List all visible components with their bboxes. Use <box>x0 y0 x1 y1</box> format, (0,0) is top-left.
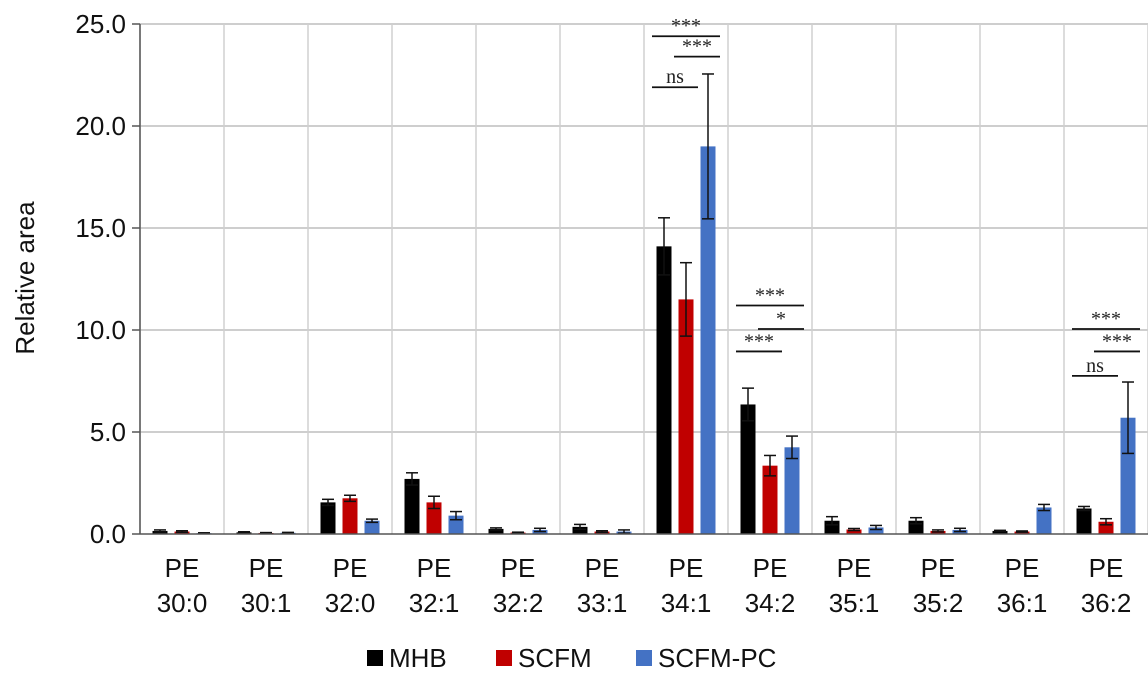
x-tick-label: PE 32:0 <box>325 553 376 618</box>
y-tick-label: 15.0 <box>75 213 126 243</box>
bar <box>488 528 504 534</box>
bar <box>656 246 672 535</box>
significance-label: *** <box>755 285 785 307</box>
bar <box>572 526 588 534</box>
legend-label: MHB <box>389 643 447 673</box>
x-tick-label: PE 36:2 <box>1081 553 1132 618</box>
legend-label: SCFM-PC <box>658 643 776 673</box>
y-tick-label: 5.0 <box>90 417 126 447</box>
bar <box>784 447 800 534</box>
legend-swatch <box>636 650 652 666</box>
bar <box>846 529 862 534</box>
bar <box>320 502 336 534</box>
bar <box>824 520 840 534</box>
x-tick-label: PE 35:2 <box>913 553 964 618</box>
x-tick-label: PE 30:0 <box>157 553 208 618</box>
grid <box>139 23 1148 534</box>
bar <box>992 530 1008 534</box>
legend-swatch <box>496 650 512 666</box>
significance-label: ns <box>1086 355 1104 377</box>
bar <box>868 527 884 534</box>
significance-label: * <box>776 308 786 330</box>
bar <box>404 478 420 534</box>
x-tick-label: PE 34:2 <box>745 553 796 618</box>
significance-label: *** <box>682 36 712 58</box>
x-tick-label: PE 32:2 <box>493 553 544 618</box>
significance-annotations: ******ns*************ns <box>652 15 1140 377</box>
bar <box>1036 507 1052 534</box>
legend-label: SCFM <box>518 643 592 673</box>
x-tick-label: PE 35:1 <box>829 553 880 618</box>
legend-swatch <box>367 650 383 666</box>
axes: 0.0 5.0 10.0 15.0 20.0 25.0 PE 30:0 PE 30:1 PE 32:0… <box>75 9 1148 618</box>
x-tick-label: PE 33:1 <box>577 553 628 618</box>
significance-label: ns <box>666 66 684 88</box>
bar <box>1120 417 1136 534</box>
y-tick-label: 0.0 <box>90 519 126 549</box>
y-tick-label: 20.0 <box>75 111 126 141</box>
x-tick-label: PE 32:1 <box>409 553 460 618</box>
significance-label: *** <box>671 15 701 37</box>
y-tick-label: 10.0 <box>75 315 126 345</box>
bar <box>1076 508 1092 534</box>
bar <box>364 520 380 534</box>
x-tick-label: PE 34:1 <box>661 553 712 618</box>
bar <box>678 299 694 534</box>
bar <box>700 146 716 534</box>
significance-label: *** <box>1102 330 1132 352</box>
significance-label: *** <box>1091 308 1121 330</box>
x-tick-label: PE 30:1 <box>241 553 292 618</box>
error-bars <box>154 73 1134 535</box>
y-tick-label: 25.0 <box>75 9 126 39</box>
x-tick-label: PE 36:1 <box>997 553 1048 618</box>
bar <box>426 502 442 534</box>
bar <box>762 465 778 534</box>
y-axis-label: Relative area <box>10 201 40 355</box>
bar <box>740 404 756 534</box>
significance-label: *** <box>744 330 774 352</box>
legend: MHB SCFM SCFM-PC <box>367 643 776 673</box>
bar <box>342 498 358 534</box>
